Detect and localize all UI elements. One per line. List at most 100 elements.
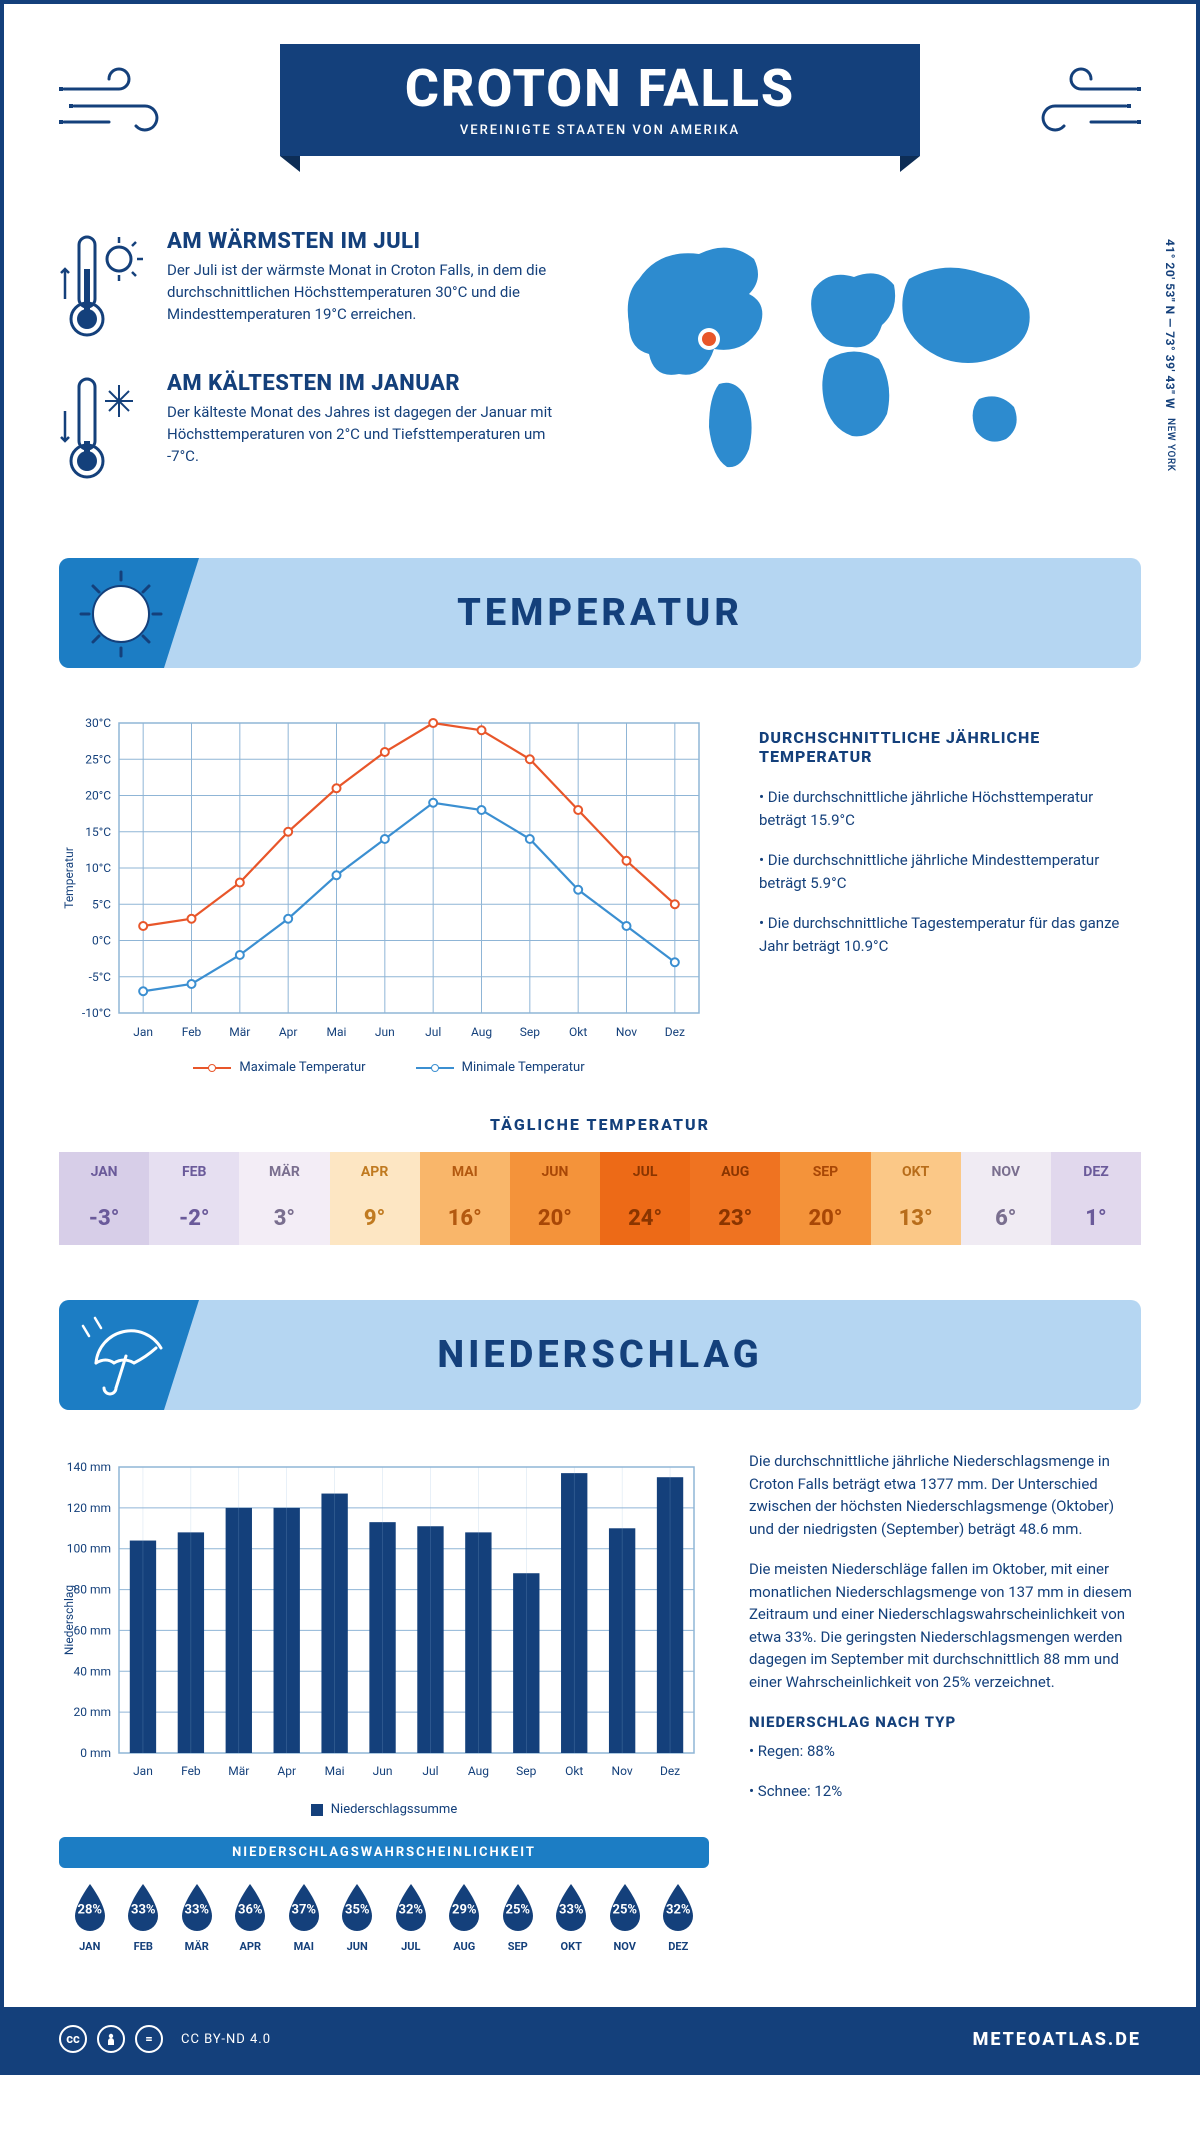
svg-text:10°C: 10°C — [85, 861, 111, 875]
svg-text:60 mm: 60 mm — [73, 1623, 111, 1637]
page-footer: cc = CC BY-ND 4.0 METEOATLAS.DE — [4, 2007, 1196, 2071]
svg-text:Mär: Mär — [229, 1025, 250, 1039]
coldest-title: AM KÄLTESTEN IM JANUAR — [167, 371, 559, 396]
probability-col: 25% NOV — [598, 1882, 652, 1953]
raindrop-icon: 32% — [390, 1882, 432, 1934]
daily-col: JUL24° — [600, 1152, 690, 1245]
svg-text:Apr: Apr — [277, 1764, 296, 1778]
svg-text:25°C: 25°C — [85, 752, 111, 766]
page-subtitle: VEREINIGTE STAATEN VON AMERIKA — [280, 123, 920, 138]
probability-col: 33% OKT — [545, 1882, 599, 1953]
svg-text:Okt: Okt — [569, 1025, 587, 1039]
probability-col: 28% JAN — [63, 1882, 117, 1953]
svg-text:Niederschlag: Niederschlag — [62, 1585, 76, 1655]
section-title: TEMPERATUR — [457, 591, 743, 635]
raindrop-icon: 32% — [657, 1882, 699, 1934]
thermometer-cold-icon — [59, 371, 149, 485]
probability-col: 25% SEP — [491, 1882, 545, 1953]
daily-col: DEZ1° — [1051, 1152, 1141, 1245]
section-banner-precip: NIEDERSCHLAG — [59, 1300, 1141, 1410]
warmest-body: Der Juli ist der wärmste Monat in Croton… — [167, 260, 559, 325]
probability-col: 37% MAI — [277, 1882, 331, 1953]
svg-text:80 mm: 80 mm — [73, 1583, 111, 1597]
raindrop-icon: 25% — [604, 1882, 646, 1934]
svg-text:Okt: Okt — [565, 1764, 583, 1778]
page-title: CROTON FALLS — [280, 58, 920, 119]
svg-text:5°C: 5°C — [92, 897, 111, 911]
thermometer-hot-icon — [59, 229, 149, 343]
world-map: 41° 20' 53" N — 73° 39' 43" W NEW YORK — [599, 229, 1141, 513]
svg-text:Aug: Aug — [471, 1025, 492, 1039]
daily-temperature-table: JAN-3°FEB-2°MÄR3°APR9°MAI16°JUN20°JUL24°… — [59, 1152, 1141, 1245]
svg-text:Mai: Mai — [325, 1764, 345, 1778]
wind-icon — [1021, 64, 1141, 148]
raindrop-icon: 33% — [122, 1882, 164, 1934]
daily-col: JAN-3° — [59, 1152, 149, 1245]
temperature-chart: -10°C-5°C0°C5°C10°C15°C20°C25°C30°CJanFe… — [59, 708, 719, 1075]
wind-icon — [59, 64, 179, 148]
svg-text:Feb: Feb — [181, 1764, 201, 1778]
svg-text:Jul: Jul — [425, 1025, 441, 1039]
svg-text:140 mm: 140 mm — [67, 1460, 111, 1474]
svg-text:Mai: Mai — [327, 1025, 347, 1039]
chart-legend: Niederschlagssumme — [59, 1802, 709, 1817]
precipitation-summary: Die durchschnittliche jährliche Niedersc… — [749, 1450, 1141, 1967]
probability-col: 29% AUG — [438, 1882, 492, 1953]
daily-col: MÄR3° — [239, 1152, 329, 1245]
probability-panel: NIEDERSCHLAGSWAHRSCHEINLICHKEIT 28% JAN … — [59, 1837, 709, 1967]
svg-text:Jan: Jan — [133, 1025, 153, 1039]
daily-col: OKT13° — [871, 1152, 961, 1245]
svg-text:20 mm: 20 mm — [73, 1705, 111, 1719]
daily-col: JUN20° — [510, 1152, 600, 1245]
daily-col: FEB-2° — [149, 1152, 239, 1245]
probability-col: 33% MÄR — [170, 1882, 224, 1953]
license-text: CC BY-ND 4.0 — [181, 2032, 271, 2047]
svg-text:Sep: Sep — [516, 1764, 536, 1778]
svg-text:Jan: Jan — [133, 1764, 153, 1778]
svg-text:Nov: Nov — [616, 1025, 637, 1039]
svg-text:40 mm: 40 mm — [73, 1664, 111, 1678]
nd-icon: = — [135, 2025, 163, 2053]
svg-text:Mär: Mär — [228, 1764, 249, 1778]
probability-col: 32% JUL — [384, 1882, 438, 1953]
page-header: CROTON FALLS VEREINIGTE STAATEN VON AMER… — [59, 44, 1141, 194]
svg-text:Dez: Dez — [660, 1764, 680, 1778]
raindrop-icon: 35% — [336, 1882, 378, 1934]
svg-text:120 mm: 120 mm — [67, 1501, 111, 1515]
sun-icon — [71, 566, 171, 665]
raindrop-icon: 29% — [443, 1882, 485, 1934]
svg-text:Jul: Jul — [422, 1764, 438, 1778]
temperature-summary: DURCHSCHNITTLICHE JÄHRLICHE TEMPERATUR •… — [759, 708, 1141, 1075]
daily-col: SEP20° — [780, 1152, 870, 1245]
svg-text:Temperatur: Temperatur — [62, 847, 76, 909]
umbrella-icon — [71, 1308, 171, 1407]
svg-text:Nov: Nov — [612, 1764, 633, 1778]
raindrop-icon: 28% — [69, 1882, 111, 1934]
coldest-body: Der kälteste Monat des Jahres ist dagege… — [167, 402, 559, 467]
probability-col: 32% DEZ — [652, 1882, 706, 1953]
precipitation-chart: 0 mm20 mm40 mm60 mm80 mm100 mm120 mm140 … — [59, 1450, 709, 1790]
svg-text:Aug: Aug — [468, 1764, 489, 1778]
section-banner-temperature: TEMPERATUR — [59, 558, 1141, 668]
brand-name: METEOATLAS.DE — [973, 2029, 1141, 2050]
svg-text:Jun: Jun — [375, 1025, 395, 1039]
daily-col: AUG23° — [690, 1152, 780, 1245]
coldest-block: AM KÄLTESTEN IM JANUAR Der kälteste Mona… — [59, 371, 559, 485]
probability-col: 35% JUN — [331, 1882, 385, 1953]
coordinates: 41° 20' 53" N — 73° 39' 43" W NEW YORK — [1163, 239, 1177, 472]
section-title: NIEDERSCHLAG — [437, 1333, 762, 1377]
raindrop-icon: 37% — [283, 1882, 325, 1934]
by-icon — [97, 2025, 125, 2053]
svg-text:Dez: Dez — [665, 1025, 685, 1039]
svg-text:Apr: Apr — [279, 1025, 298, 1039]
cc-icon: cc — [59, 2025, 87, 2053]
probability-col: 33% FEB — [117, 1882, 171, 1953]
chart-legend: Maximale Temperatur Minimale Temperatur — [59, 1060, 719, 1075]
svg-text:0 mm: 0 mm — [80, 1746, 111, 1760]
svg-text:Jun: Jun — [373, 1764, 393, 1778]
raindrop-icon: 33% — [550, 1882, 592, 1934]
svg-text:30°C: 30°C — [85, 716, 111, 730]
warmest-block: AM WÄRMSTEN IM JULI Der Juli ist der wär… — [59, 229, 559, 343]
title-ribbon: CROTON FALLS VEREINIGTE STAATEN VON AMER… — [280, 44, 920, 156]
raindrop-icon: 25% — [497, 1882, 539, 1934]
